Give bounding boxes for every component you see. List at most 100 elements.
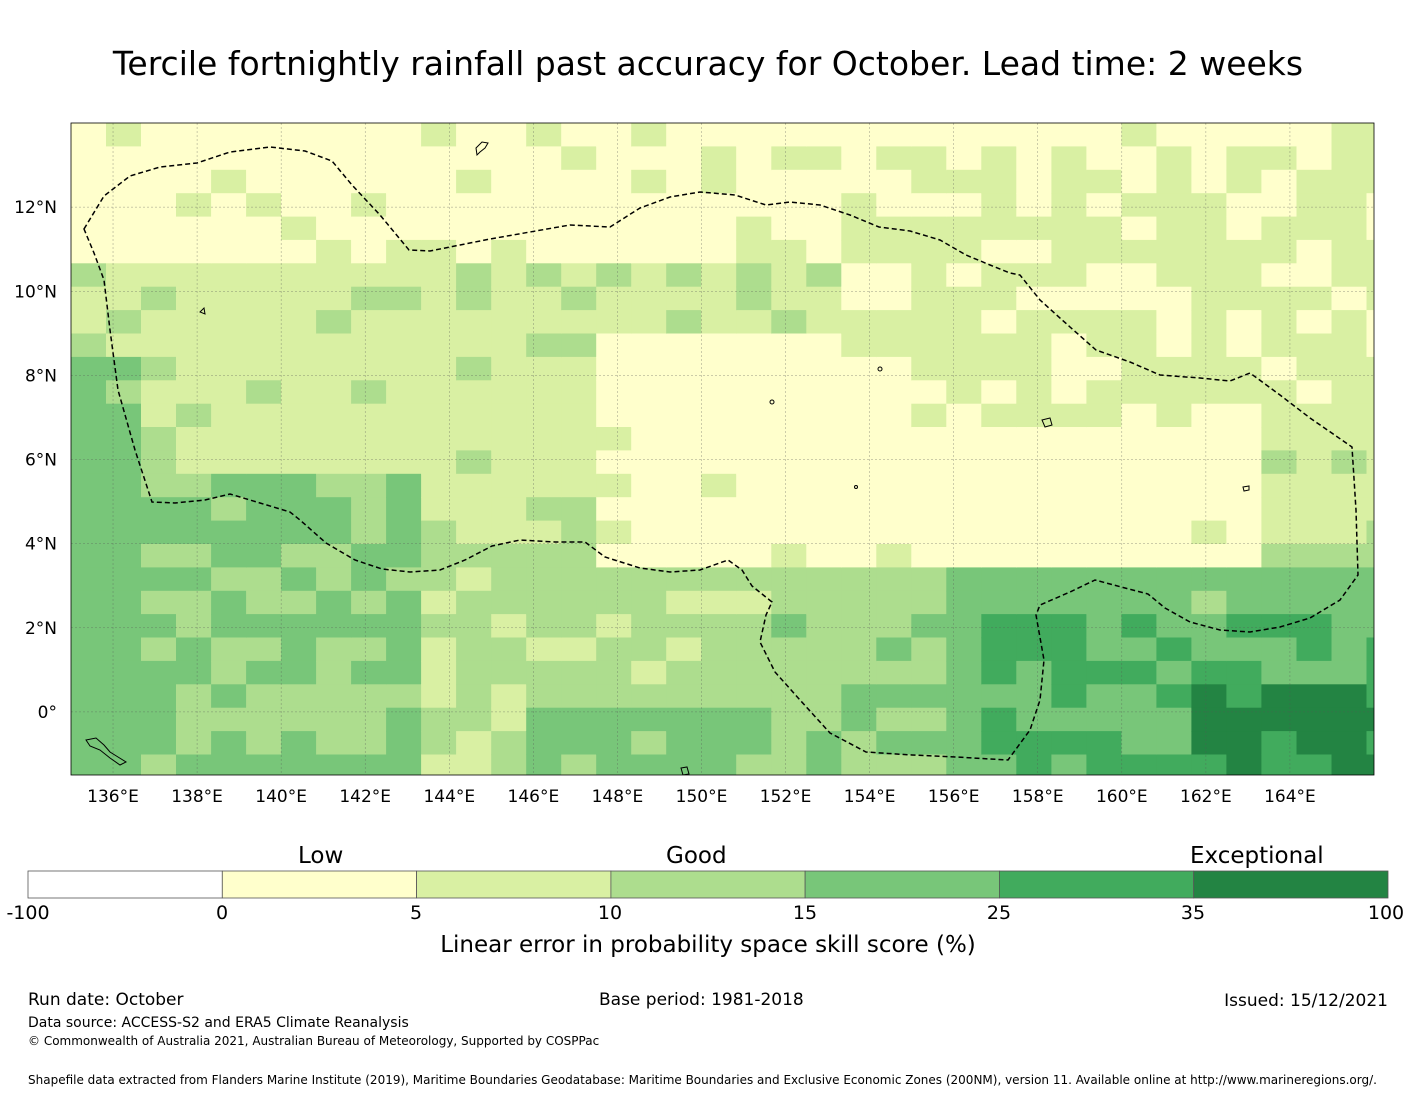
grid-cell [246, 520, 282, 545]
grid-cell [526, 146, 562, 171]
colorbar [27, 870, 1389, 899]
grid-cell [141, 567, 177, 592]
grid-cell [666, 731, 702, 756]
latitude-label: 8°N [25, 366, 57, 386]
grid-cell [1121, 356, 1157, 381]
grid-cell [421, 754, 457, 775]
grid-cell [386, 637, 422, 662]
grid-cell [71, 637, 107, 662]
grid-cell [491, 590, 527, 615]
grid-cell [1226, 333, 1262, 358]
grid-cell [946, 286, 982, 311]
grid-cell [1331, 216, 1368, 241]
grid-cell [1086, 380, 1122, 405]
grid-cell [316, 731, 352, 756]
grid-cell [736, 497, 772, 522]
grid-cell [421, 637, 457, 662]
grid-cell [806, 427, 842, 451]
grid-cell [981, 450, 1017, 475]
grid-cell [71, 497, 107, 522]
grid-cell [946, 427, 982, 451]
grid-cell [246, 239, 282, 264]
shapefile-credit: Shapefile data extracted from Flanders M… [28, 1073, 1377, 1087]
grid-cell [561, 286, 597, 311]
grid-cell [1016, 310, 1052, 335]
grid-cell [491, 614, 527, 639]
grid-cell [561, 660, 597, 685]
base-period: Base period: 1981-2018 [599, 990, 804, 1010]
grid-cell [701, 169, 737, 194]
grid-cell [1226, 660, 1262, 685]
grid-cell [211, 731, 247, 756]
grid-cell [841, 754, 877, 775]
grid-cell [841, 544, 877, 568]
grid-cell [316, 216, 352, 241]
grid-cell [71, 427, 107, 451]
grid-cell [386, 660, 422, 685]
grid-cell [211, 193, 247, 218]
grid-cell [1051, 193, 1087, 218]
category-good-label: Good [666, 843, 727, 869]
grid-cell [981, 239, 1017, 264]
grid-cell [456, 193, 492, 218]
grid-cell [1156, 590, 1192, 615]
grid-cell [1261, 146, 1297, 171]
grid-cell [1051, 263, 1087, 288]
graticule [71, 123, 1374, 775]
grid-cell [1296, 731, 1333, 756]
grid-cell [1226, 731, 1262, 756]
grid-cell [596, 473, 632, 498]
grid-cell [946, 263, 982, 288]
grid-cell [211, 286, 247, 311]
grid-cell [841, 590, 877, 615]
grid-cell [316, 123, 352, 147]
grid-cell [1156, 567, 1192, 592]
grid-cell [386, 544, 422, 568]
grid-cell [946, 380, 982, 405]
colorbar-segment [1193, 870, 1389, 899]
grid-cell [71, 473, 107, 498]
grid-cell [946, 450, 982, 475]
grid-cell [456, 660, 492, 685]
grid-cell [1261, 286, 1297, 311]
grid-cell [841, 123, 877, 147]
grid-cell [1226, 590, 1262, 615]
grid-cell [666, 754, 702, 775]
grid-cell [421, 450, 457, 475]
grid-cell [491, 473, 527, 498]
grid-cell [911, 754, 947, 775]
grid-cell [1191, 333, 1227, 358]
grid-cell [946, 590, 982, 615]
grid-cell [316, 403, 352, 428]
grid-cell [596, 310, 632, 335]
grid-cell [1156, 310, 1192, 335]
grid-cell [1226, 497, 1262, 522]
grid-cell [701, 520, 737, 545]
latitude-label: 4°N [25, 535, 57, 555]
grid-cell [596, 427, 632, 451]
grid-cell [1016, 660, 1052, 685]
grid-cell [876, 497, 912, 522]
colorbar-segment [610, 870, 806, 899]
grid-cell [1261, 239, 1297, 264]
grid-cell [526, 169, 562, 194]
grid-cell [456, 169, 492, 194]
grid-cell [1086, 169, 1122, 194]
grid-cell [1331, 754, 1368, 775]
longitude-label: 138°E [171, 787, 223, 807]
grid-cell [211, 754, 247, 775]
grid-cell [736, 310, 772, 335]
grid-cell [631, 450, 667, 475]
grid-cell [911, 169, 947, 194]
grid-cell [666, 450, 702, 475]
grid-cell [981, 731, 1017, 756]
grid-cell [176, 123, 212, 147]
grid-cell [1121, 731, 1157, 756]
grid-cell [386, 333, 422, 358]
grid-cell [421, 123, 457, 147]
grid-cell [736, 520, 772, 545]
grid-cell [981, 473, 1017, 498]
grid-cell [141, 403, 177, 428]
grid-cell [281, 356, 317, 381]
grid-cell [176, 310, 212, 335]
